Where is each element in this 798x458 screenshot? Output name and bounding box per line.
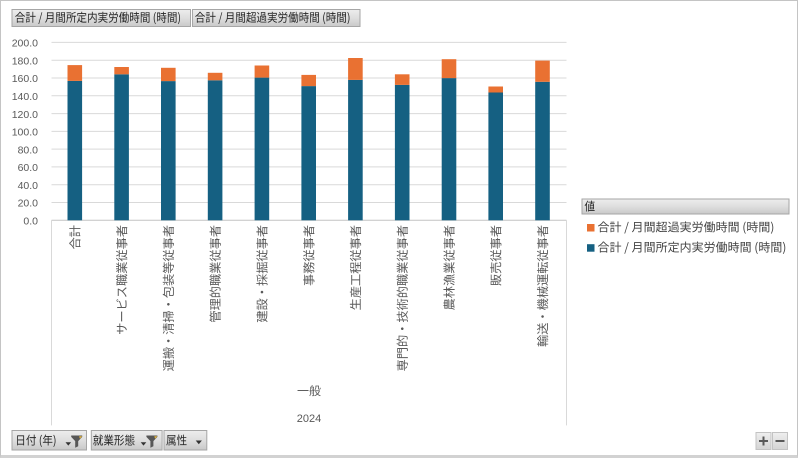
svg-text:160.0: 160.0 — [12, 73, 38, 85]
svg-text:200.0: 200.0 — [12, 38, 38, 50]
svg-text:120.0: 120.0 — [12, 109, 38, 121]
svg-text:0.0: 0.0 — [23, 216, 38, 228]
svg-text:140.0: 140.0 — [12, 91, 38, 103]
svg-text:100.0: 100.0 — [12, 127, 38, 139]
svg-text:2024: 2024 — [297, 413, 321, 425]
svg-text:180.0: 180.0 — [12, 55, 38, 67]
svg-text:40.0: 40.0 — [18, 180, 39, 192]
svg-text:80.0: 80.0 — [18, 144, 39, 156]
svg-text:20.0: 20.0 — [18, 198, 39, 210]
svg-text:60.0: 60.0 — [18, 162, 39, 174]
